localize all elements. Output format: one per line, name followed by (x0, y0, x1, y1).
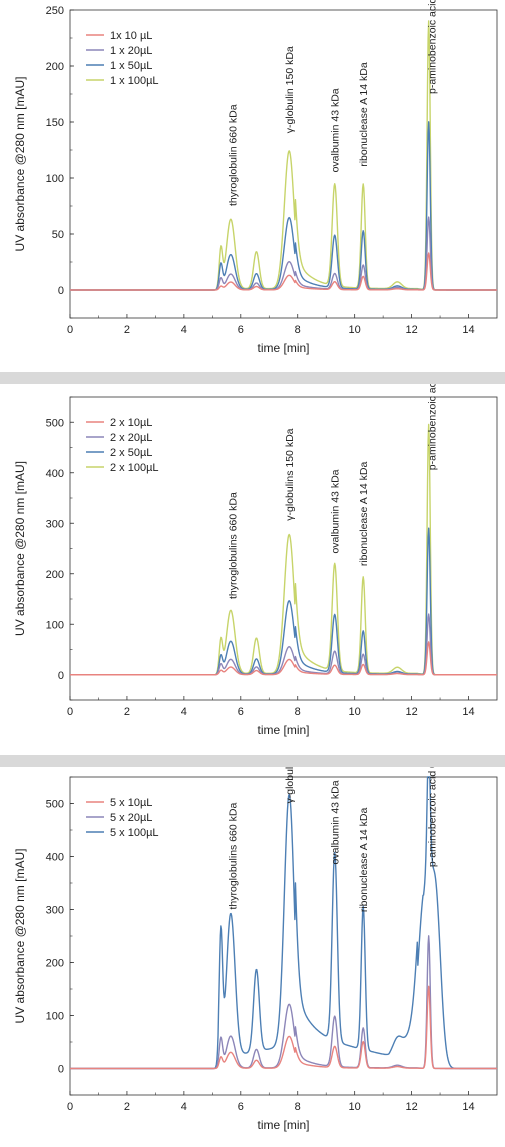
y-tick-label: 100 (46, 619, 64, 631)
x-axis-label: time [min] (257, 723, 309, 737)
series-line-3 (69, 121, 498, 291)
y-tick-label: 200 (46, 61, 64, 73)
x-tick-label: 0 (67, 706, 73, 718)
series-line-2 (69, 935, 498, 1070)
peak-annotation-5: p-aminobenzoic acid 0.14 kDa (427, 767, 439, 867)
y-tick-label: 100 (46, 173, 64, 185)
y-axis-label: UV absorbance @280 nm [mAU] (13, 77, 27, 252)
y-tick-label: 0 (58, 670, 64, 682)
chart-panel-1: 0 50 100 150 200 250 0 2 4 6 8 10 12 14 time [min] UV a… (0, 0, 505, 372)
y-tick-label: 0 (58, 285, 64, 297)
y-tick-label: 500 (46, 799, 64, 811)
x-tick-label: 14 (462, 1101, 474, 1113)
y-tick-label: 100 (46, 1011, 64, 1023)
legend-entry-2: 5 x 20µL (110, 812, 152, 824)
y-tick-label: 200 (46, 958, 64, 970)
y-tick-label: 300 (46, 905, 64, 917)
peak-annotation-5: p-aminobenzoic acid 0.14 kDa (427, 384, 439, 470)
legend-entry-1: 2 x 10µL (110, 417, 152, 429)
chromatogram-2x: 0 100 200 300 400 500 0 2 4 6 8 10 12 14 time [min] UV … (13, 384, 498, 737)
x-tick-label: 6 (238, 324, 244, 336)
x-axis-label: time [min] (257, 341, 309, 355)
peak-annotation-4: ribonuclease A 14 kDa (358, 462, 370, 567)
peak-annotation-1: thyroglobulin 660 kDa (227, 104, 239, 206)
x-tick-label: 12 (405, 706, 417, 718)
x-tick-label: 0 (67, 1101, 73, 1113)
chart-panel-2: 0 100 200 300 400 500 0 2 4 6 8 10 12 14 time [min] UV … (0, 384, 505, 755)
y-tick-label: 200 (46, 569, 64, 581)
peak-annotation-2: γ-globulin 150 kDa (284, 46, 296, 133)
x-tick-label: 2 (124, 706, 130, 718)
x-tick-label: 4 (181, 706, 187, 718)
y-axis-label: UV absorbance @280 nm [mAU] (13, 461, 27, 636)
peak-annotation-5: p-aminobenzoic acid 0.14 kDa (427, 0, 439, 94)
legend-entry-3: 2 x 50µL (110, 447, 152, 459)
peak-annotation-2: γ-globulins 150 kDa (284, 767, 296, 804)
panel-separator-2 (0, 755, 505, 767)
x-tick-label: 6 (238, 1101, 244, 1113)
chromatogram-5x: 0 100 200 300 400 500 0 2 4 6 8 10 12 14 time [min] UV … (13, 767, 498, 1132)
x-tick-label: 14 (462, 324, 474, 336)
peak-annotation-2: γ-globulins 150 kDa (284, 428, 296, 520)
series-line-1 (69, 252, 498, 291)
y-tick-label: 400 (46, 468, 64, 480)
series-line-1 (69, 985, 498, 1070)
legend-entry-4: 2 x 100µL (110, 462, 159, 474)
y-tick-label: 400 (46, 852, 64, 864)
x-tick-label: 0 (67, 324, 73, 336)
x-tick-label: 12 (405, 1101, 417, 1113)
x-axis-label: time [min] (257, 1118, 309, 1132)
x-tick-label: 2 (124, 1101, 130, 1113)
x-tick-label: 10 (349, 324, 361, 336)
x-tick-label: 2 (124, 324, 130, 336)
plot-frame (69, 9, 498, 319)
y-tick-label: 250 (46, 5, 64, 17)
legend-entry-1: 1x 10 µL (110, 30, 152, 42)
peak-annotation-4: ribonuclease A 14 kDa (358, 62, 370, 167)
peak-annotation-4: ribonuclease A 14 kDa (358, 808, 370, 913)
legend-entry-1: 5 x 10µL (110, 797, 152, 809)
y-tick-label: 150 (46, 117, 64, 129)
x-tick-label: 12 (405, 324, 417, 336)
y-tick-label: 500 (46, 417, 64, 429)
x-tick-label: 4 (181, 1101, 187, 1113)
panel-separator-1 (0, 372, 505, 384)
legend-entry-3: 1 x 50µL (110, 60, 152, 72)
legend-entry-3: 5 x 100µL (110, 827, 159, 839)
peak-annotation-3: ovalbumin 43 kDa (330, 469, 342, 553)
peak-annotation-3: ovalbumin 43 kDa (330, 88, 342, 172)
chromatogram-1x: 0 50 100 150 200 250 0 2 4 6 8 10 12 14 time [min] UV a… (13, 0, 498, 355)
x-tick-label: 6 (238, 706, 244, 718)
chart-panel-3: 0 100 200 300 400 500 0 2 4 6 8 10 12 14 time [min] UV … (0, 767, 505, 1147)
legend-entry-2: 1 x 20µL (110, 45, 152, 57)
y-tick-label: 300 (46, 518, 64, 530)
series-line-1 (69, 641, 498, 676)
peak-annotation-1: thyroglobulins 660 kDa (227, 492, 239, 599)
x-tick-label: 10 (349, 1101, 361, 1113)
peak-annotation-3: ovalbumin 43 kDa (330, 780, 342, 864)
x-tick-label: 8 (295, 1101, 301, 1113)
y-axis-label: UV absorbance @280 nm [mAU] (13, 849, 27, 1024)
y-tick-label: 50 (52, 229, 64, 241)
x-tick-label: 8 (295, 324, 301, 336)
x-tick-label: 14 (462, 706, 474, 718)
x-tick-label: 4 (181, 324, 187, 336)
x-tick-label: 10 (349, 706, 361, 718)
legend-entry-4: 1 x 100µL (110, 75, 159, 87)
legend-entry-2: 2 x 20µL (110, 432, 152, 444)
y-tick-label: 0 (58, 1064, 64, 1076)
peak-annotation-1: thyroglobulins 660 kDa (227, 803, 239, 910)
x-tick-label: 8 (295, 706, 301, 718)
